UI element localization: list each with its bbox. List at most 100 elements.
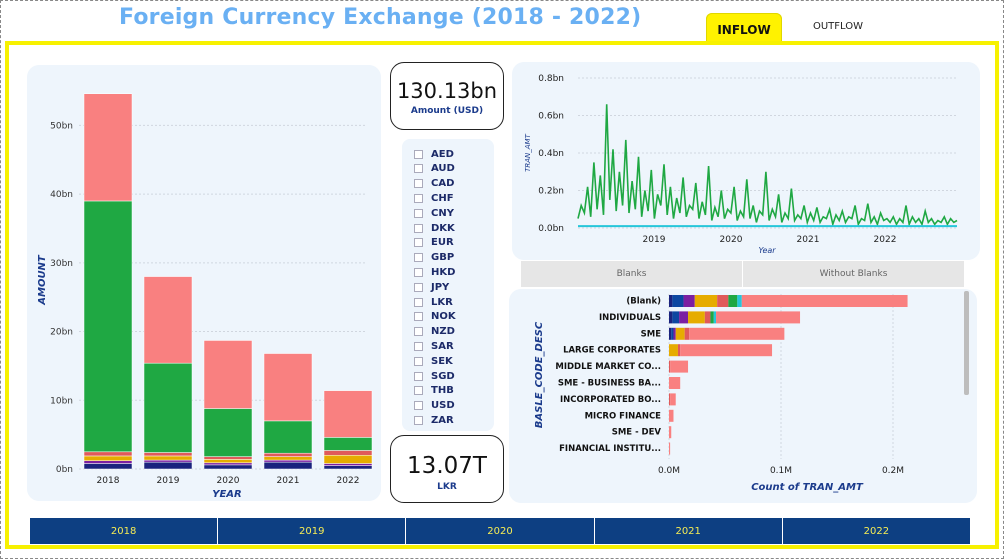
year-button-2022[interactable]: 2022 — [782, 518, 971, 544]
toggle-without-blanks[interactable]: Without Blanks — [743, 261, 965, 287]
checkbox[interactable] — [414, 415, 423, 425]
x-axis-label: Count of TRAN_AMT — [751, 482, 864, 493]
checkbox[interactable] — [414, 371, 423, 381]
y-tick-label: 0.0bn — [538, 224, 564, 234]
checkbox[interactable] — [414, 327, 423, 337]
checkbox[interactable] — [414, 253, 423, 263]
tran-amt-trend-panel: 0.0bn 0.2bn 0.4bn 0.6bn 0.8bn 2019 2020 2021 202… — [512, 62, 980, 260]
category-label: (Blank) — [626, 297, 661, 307]
bar-segment — [673, 327, 676, 340]
checkbox[interactable] — [414, 356, 423, 366]
checkbox[interactable] — [414, 282, 423, 292]
y-tick-label: 30bn — [50, 259, 73, 269]
currency-label: USD — [431, 400, 455, 412]
currency-option-aed[interactable]: AED — [414, 147, 454, 161]
currency-option-usd[interactable]: USD — [414, 399, 455, 413]
bar-segment — [741, 295, 908, 307]
kpi-amount-usd-label: Amount (USD) — [410, 106, 484, 116]
kpi-lkr-value: 13.07T — [407, 453, 487, 479]
x-tick-label: 2021 — [277, 476, 300, 486]
currency-option-jpy[interactable]: JPY — [414, 280, 449, 294]
y-axis-label: BASLE_CODE_DESC — [534, 321, 545, 428]
y-tick-label: 0.6bn — [538, 112, 564, 122]
currency-option-hkd[interactable]: HKD — [414, 265, 455, 279]
bar-segment — [713, 311, 717, 324]
bar-segment — [689, 327, 785, 340]
y-tick-label: 10bn — [50, 396, 73, 406]
basle-code-chart-panel: 0.0M 0.1M 0.2M (Blank) INDIVIDUALS SME LARGE C… — [509, 289, 977, 503]
checkbox[interactable] — [414, 179, 423, 189]
bar-segment — [323, 437, 373, 451]
bar-segment — [669, 311, 673, 324]
x-tick-label: 2018 — [97, 476, 120, 486]
checkbox[interactable] — [414, 267, 423, 277]
x-tick-label: 2022 — [874, 235, 897, 245]
currency-option-eur[interactable]: EUR — [414, 236, 454, 250]
x-tick-label: 2019 — [157, 476, 180, 486]
currency-option-chf[interactable]: CHF — [414, 191, 454, 205]
bar-segment — [684, 327, 690, 340]
currency-option-cny[interactable]: CNY — [414, 206, 454, 220]
currency-option-lkr[interactable]: LKR — [414, 295, 453, 309]
tab-outflow[interactable]: OUTFLOW — [796, 13, 880, 39]
scrollbar[interactable] — [964, 291, 969, 395]
currency-label: THB — [431, 385, 454, 397]
year-button-2019[interactable]: 2019 — [218, 518, 407, 544]
currency-option-thb[interactable]: THB — [414, 384, 454, 398]
currency-option-nok[interactable]: NOK — [414, 310, 456, 324]
checkbox[interactable] — [414, 341, 423, 351]
category-label: MICRO FINANCE — [585, 411, 662, 421]
currency-option-dkk[interactable]: DKK — [414, 221, 455, 235]
checkbox[interactable] — [414, 386, 423, 396]
bar-segment — [677, 344, 681, 357]
currency-label: HKD — [431, 266, 456, 278]
category-label: FINANCIAL INSTITU... — [559, 444, 661, 454]
year-button-2018[interactable]: 2018 — [30, 518, 219, 544]
currency-option-aud[interactable]: AUD — [414, 162, 455, 176]
checkbox[interactable] — [414, 238, 423, 248]
bar-segment — [683, 295, 695, 307]
currency-label: NZD — [431, 326, 455, 338]
checkbox[interactable] — [414, 297, 423, 307]
bar-segment — [323, 465, 373, 470]
checkbox[interactable] — [414, 164, 423, 174]
bar-segment — [263, 461, 313, 470]
checkbox[interactable] — [414, 401, 423, 411]
checkbox[interactable] — [414, 193, 423, 203]
currency-option-nzd[interactable]: NZD — [414, 325, 455, 339]
checkbox[interactable] — [414, 149, 423, 159]
currency-label: JPY — [431, 281, 450, 293]
bar-segment — [669, 409, 674, 422]
checkbox[interactable] — [414, 223, 423, 233]
currency-label: AUD — [431, 163, 455, 175]
category-label: SME — [641, 329, 662, 339]
bar-segment — [263, 452, 313, 457]
bar-segment — [143, 362, 193, 453]
currency-option-sek[interactable]: SEK — [414, 354, 453, 368]
category-label: INDIVIDUALS — [599, 313, 661, 323]
bar-segment — [669, 442, 671, 455]
checkbox[interactable] — [414, 312, 423, 322]
currency-option-zar[interactable]: ZAR — [414, 413, 454, 427]
toggle-blanks[interactable]: Blanks — [521, 261, 743, 287]
x-tick-label: 2021 — [797, 235, 820, 245]
bar-segment — [323, 390, 373, 438]
currency-label: SEK — [431, 355, 453, 367]
bar-segment — [203, 464, 253, 470]
category-label: LARGE CORPORATES — [563, 346, 661, 356]
bar-segment — [680, 344, 773, 357]
bar-segment — [203, 408, 253, 457]
currency-label: NOK — [431, 311, 456, 323]
currency-option-sgd[interactable]: SGD — [414, 369, 455, 383]
tran-amt-trend-chart: 0.0bn 0.2bn 0.4bn 0.6bn 0.8bn 2019 2020 2021 202… — [524, 74, 958, 255]
currency-option-sar[interactable]: SAR — [414, 339, 454, 353]
bar-segment — [203, 456, 253, 460]
currency-label: CHF — [431, 192, 454, 204]
year-button-2020[interactable]: 2020 — [406, 518, 595, 544]
currency-option-gbp[interactable]: GBP — [414, 251, 454, 265]
bar-segment — [323, 450, 373, 456]
year-button-2021[interactable]: 2021 — [594, 518, 783, 544]
currency-option-cad[interactable]: CAD — [414, 177, 454, 191]
checkbox[interactable] — [414, 208, 423, 218]
